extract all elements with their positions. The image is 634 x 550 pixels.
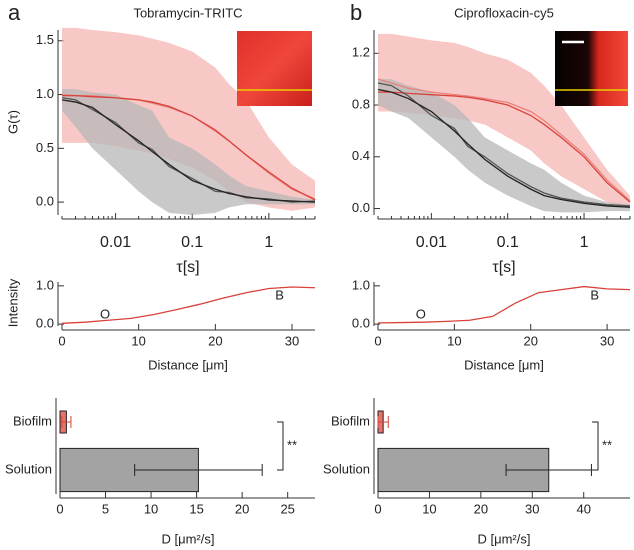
error-bar — [505, 464, 592, 476]
y-tick-label: 0.0 — [36, 194, 54, 209]
y-tick-label: 0.0 — [36, 316, 54, 331]
x-tick-label: 5 — [102, 501, 109, 516]
confidence-band — [378, 33, 630, 209]
y-tick-label: 1.2 — [352, 45, 370, 60]
x-axis-label: D [μm²/s] — [478, 531, 531, 546]
x-tick-label: 0.1 — [497, 234, 519, 251]
category-label: Solution — [5, 461, 52, 476]
y-tick-label: 1.0 — [352, 277, 370, 292]
y-tick-label: 0.5 — [36, 140, 54, 155]
confidence-band — [378, 79, 630, 213]
x-tick-label: 10 — [447, 333, 461, 348]
data-line — [61, 286, 316, 324]
x-tick-label: 30 — [285, 333, 299, 348]
data-line — [378, 91, 631, 203]
x-tick-label: 0.1 — [181, 234, 203, 251]
x-tick-label: 20 — [523, 333, 537, 348]
x-tick-label: 10 — [422, 501, 436, 516]
x-tick-label: 10 — [144, 501, 158, 516]
confidence-band — [62, 89, 315, 215]
annotation: B — [275, 287, 284, 302]
x-axis-label: τ[s] — [176, 259, 199, 276]
annotation: B — [590, 287, 599, 302]
y-tick-label: 1.0 — [36, 277, 54, 292]
y-tick-label: 0.0 — [352, 200, 370, 215]
significance-label: ** — [287, 437, 297, 452]
x-tick-label: 0.01 — [100, 234, 131, 251]
category-label: Biofilm — [331, 413, 370, 428]
x-tick-label: 10 — [131, 333, 145, 348]
panel-letter: a — [8, 0, 21, 25]
x-tick-label: 1 — [264, 234, 273, 251]
inset-image — [237, 31, 312, 106]
data-line — [377, 285, 631, 324]
annotation: O — [100, 306, 110, 321]
error-bar — [61, 416, 72, 428]
data-line — [62, 94, 316, 201]
significance-bracket — [592, 421, 599, 471]
y-tick-label: 1.0 — [36, 86, 54, 101]
x-tick-label: 0 — [374, 333, 381, 348]
y-tick-label: 0.0 — [352, 316, 370, 331]
y-axis-label: G(τ) — [5, 110, 20, 134]
x-tick-label: 0.01 — [416, 234, 447, 251]
x-tick-label: 30 — [525, 501, 539, 516]
x-tick-label: 1 — [580, 234, 589, 251]
x-axis-label: τ[s] — [492, 259, 515, 276]
error-bar — [377, 416, 389, 428]
inset-image — [555, 31, 628, 106]
x-tick-label: 40 — [576, 501, 590, 516]
x-tick-label: 0 — [58, 333, 65, 348]
confidence-band — [62, 27, 315, 211]
x-tick-label: 20 — [474, 501, 488, 516]
y-axis-label: Intensity — [5, 278, 20, 327]
chart-title: Tobramycin-TRITC — [133, 5, 242, 20]
significance-label: ** — [602, 437, 612, 452]
x-axis-label: D [μm²/s] — [162, 531, 215, 546]
panel-letter: b — [350, 0, 362, 25]
y-tick-label: 0.8 — [352, 96, 370, 111]
x-tick-label: 0 — [374, 501, 381, 516]
data-line — [61, 99, 316, 203]
data-line — [377, 82, 631, 207]
error-bar — [134, 464, 263, 476]
data-line — [377, 78, 631, 202]
x-tick-label: 20 — [208, 333, 222, 348]
x-tick-label: 20 — [235, 501, 249, 516]
y-tick-label: 1.5 — [36, 32, 54, 47]
x-tick-label: 15 — [189, 501, 203, 516]
x-tick-label: 25 — [280, 501, 294, 516]
y-tick-label: 0.4 — [352, 148, 370, 163]
chart-title: Ciprofloxacin-cy5 — [454, 5, 554, 20]
data-line — [377, 88, 631, 208]
x-axis-label: Distance [μm] — [148, 357, 228, 372]
annotation: O — [416, 306, 426, 321]
category-label: Solution — [323, 461, 370, 476]
x-tick-label: 0 — [56, 501, 63, 516]
x-axis-label: Distance [μm] — [464, 357, 544, 372]
x-tick-label: 30 — [600, 333, 614, 348]
significance-bracket — [277, 421, 284, 471]
category-label: Biofilm — [13, 413, 52, 428]
